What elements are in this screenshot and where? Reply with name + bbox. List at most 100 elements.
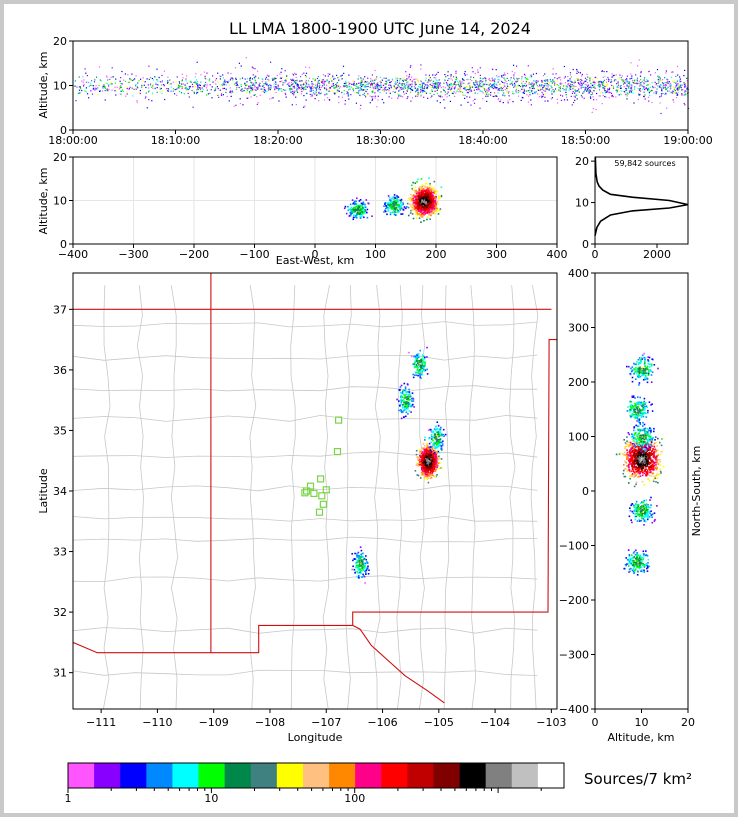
time-altitude-source <box>462 79 464 81</box>
plan-view-source <box>434 463 437 466</box>
time-altitude-source <box>279 81 281 83</box>
plan-view-source <box>422 361 425 364</box>
time-altitude-source <box>569 74 572 76</box>
time-altitude-source <box>608 97 610 99</box>
time-altitude-source <box>670 82 672 85</box>
time-altitude-source <box>664 77 666 79</box>
plan-view-source <box>417 354 420 356</box>
time-altitude-source <box>586 90 588 92</box>
time-altitude-source <box>241 77 244 79</box>
time-altitude-source <box>498 89 500 91</box>
time-altitude-source <box>373 88 375 90</box>
time-altitude-source <box>601 82 603 84</box>
eastwest-altitude-source <box>435 196 437 198</box>
time-altitude-source <box>357 92 359 94</box>
time-altitude-source <box>665 84 667 86</box>
eastwest-altitude-source <box>415 201 418 203</box>
time-altitude-source <box>257 70 259 72</box>
plan-view-source <box>402 389 405 392</box>
county-line <box>73 669 538 676</box>
time-altitude-source <box>608 79 610 81</box>
time-altitude-source <box>316 94 318 96</box>
time-altitude-source <box>508 92 510 94</box>
time-altitude-source <box>359 89 361 91</box>
eastwest-altitude-source <box>417 198 420 201</box>
time-altitude-source <box>372 87 374 89</box>
eastwest-altitude-source <box>359 210 361 212</box>
time-altitude-source <box>425 74 427 76</box>
time-altitude-source <box>232 91 234 93</box>
plan-view-source <box>419 361 422 364</box>
time-altitude-source <box>406 90 408 92</box>
eastwest-altitude-source <box>432 197 435 200</box>
plan-view-source <box>415 453 418 456</box>
eastwest-altitude-source <box>352 216 355 219</box>
time-altitude-source <box>624 81 626 83</box>
time-altitude-source <box>495 69 497 71</box>
plan-view-source <box>433 468 435 470</box>
time-altitude-source <box>550 85 552 87</box>
eastwest-altitude-source <box>385 205 387 207</box>
time-altitude-source <box>277 87 279 89</box>
time-altitude-source <box>665 72 667 74</box>
time-altitude-source <box>251 84 254 86</box>
eastwest-altitude-xtick-label: −300 <box>118 248 148 261</box>
plan-view-source <box>421 455 423 457</box>
time-altitude-source <box>78 89 81 91</box>
plan-view-source <box>430 455 433 458</box>
time-altitude-source <box>516 77 518 80</box>
eastwest-altitude-xtick-label: −100 <box>239 248 269 261</box>
time-altitude-source <box>297 91 299 93</box>
time-altitude-source <box>274 89 276 91</box>
plan-view-source <box>429 473 431 476</box>
time-altitude-source <box>390 87 392 89</box>
time-altitude-source <box>488 93 490 95</box>
eastwest-altitude-source <box>414 209 416 211</box>
time-altitude-source <box>166 90 169 92</box>
time-altitude-source <box>232 78 234 80</box>
time-altitude-source <box>610 92 613 94</box>
time-altitude-source <box>570 80 572 82</box>
county-line <box>170 285 179 709</box>
time-altitude-source <box>623 86 625 88</box>
time-altitude-source <box>514 84 516 86</box>
time-altitude-source <box>141 84 143 87</box>
time-altitude-source <box>625 81 627 83</box>
time-altitude-source <box>480 85 482 87</box>
time-altitude-source <box>465 85 467 87</box>
time-altitude-source <box>284 94 287 96</box>
time-altitude-source <box>185 88 187 90</box>
time-altitude-source <box>265 83 267 85</box>
time-altitude-source <box>617 84 620 86</box>
time-altitude-source <box>272 97 274 99</box>
time-altitude-source <box>606 84 608 86</box>
time-altitude-source <box>628 86 630 88</box>
time-altitude-source <box>503 72 506 74</box>
time-altitude-source <box>658 85 661 87</box>
eastwest-altitude-source <box>396 195 398 197</box>
time-altitude-source <box>85 72 87 74</box>
eastwest-altitude-source <box>425 203 427 206</box>
time-altitude-source <box>327 75 329 77</box>
time-altitude-source <box>232 79 234 81</box>
time-altitude-source <box>559 86 561 88</box>
time-altitude-source <box>655 84 657 86</box>
time-altitude-source <box>686 80 688 82</box>
eastwest-altitude-source <box>352 211 354 214</box>
time-altitude-source <box>185 86 187 88</box>
eastwest-altitude-source <box>428 200 430 202</box>
time-altitude-source <box>437 82 439 84</box>
eastwest-altitude-source <box>389 205 391 208</box>
time-altitude-source <box>400 83 402 85</box>
time-altitude-source <box>643 80 646 82</box>
plan-view-source <box>418 374 421 376</box>
time-altitude-source <box>594 83 597 85</box>
plan-view-source <box>424 451 427 454</box>
time-altitude-source <box>639 89 641 91</box>
time-altitude-source <box>489 83 491 85</box>
time-altitude-source <box>320 80 322 82</box>
eastwest-altitude-source <box>408 214 410 217</box>
eastwest-altitude-source <box>434 199 437 202</box>
figure-title: LL LMA 1800-1900 UTC June 14, 2024 <box>229 19 531 38</box>
